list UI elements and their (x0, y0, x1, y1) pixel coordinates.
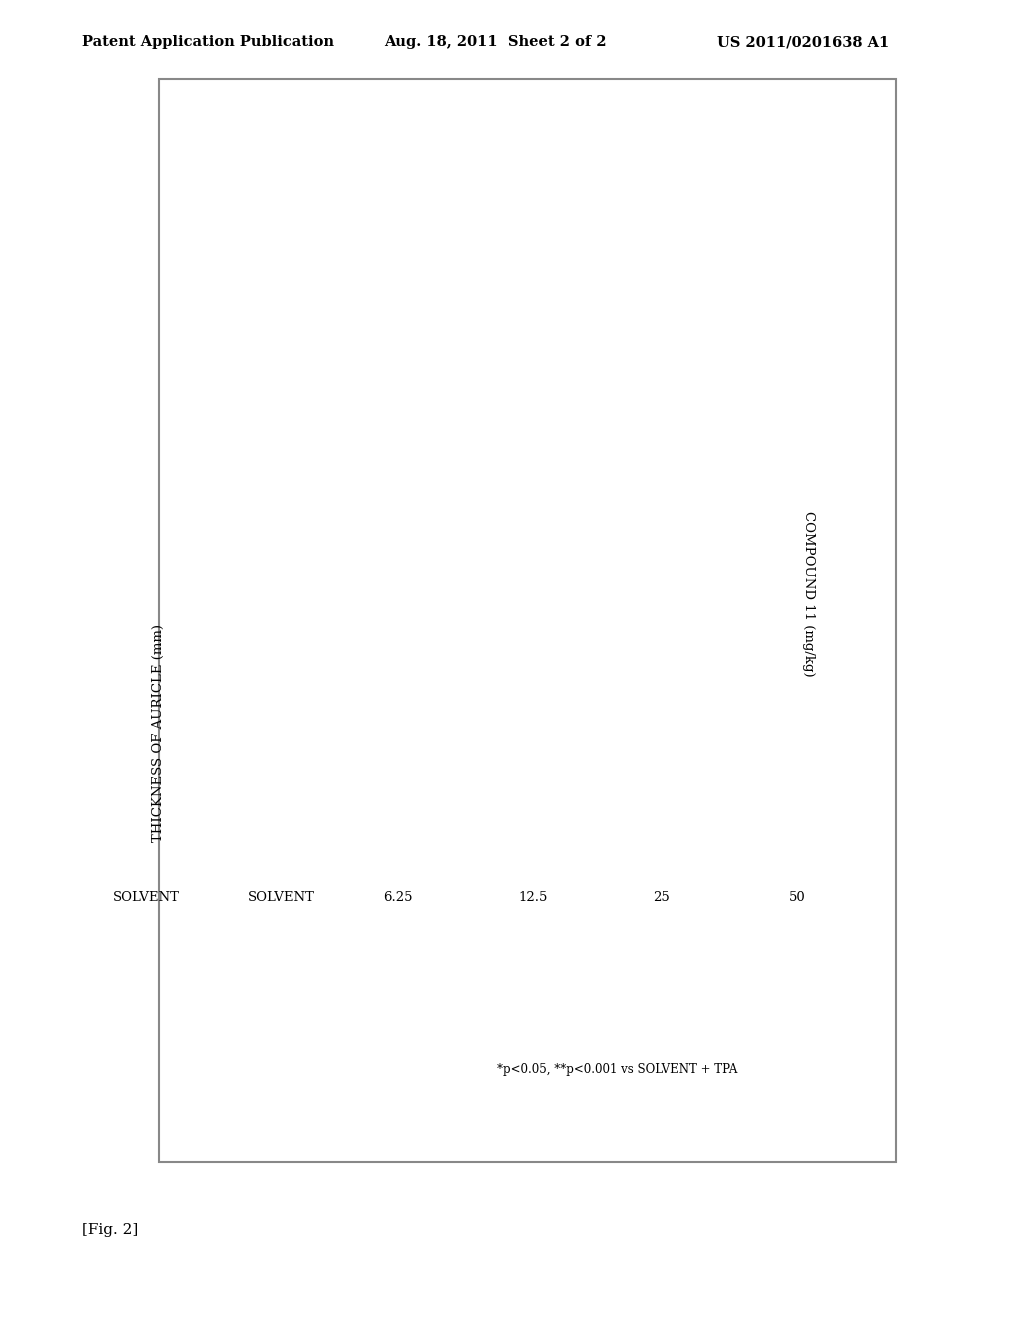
Text: SOLVENT: SOLVENT (248, 891, 314, 904)
Text: −TPA: −TPA (578, 199, 621, 213)
Text: Patent Application Publication: Patent Application Publication (82, 36, 334, 49)
Text: COMPOUND 11 (mg/kg): COMPOUND 11 (mg/kg) (803, 511, 815, 677)
Text: **: ** (526, 500, 539, 513)
Bar (718, 182, 779, 242)
Bar (718, 277, 779, 337)
Text: 25: 25 (653, 891, 670, 904)
Text: 12.5: 12.5 (518, 891, 548, 904)
Bar (225, 768, 616, 855)
Text: Aug. 18, 2011  Sheet 2 of 2: Aug. 18, 2011 Sheet 2 of 2 (384, 36, 606, 49)
Text: **: ** (502, 355, 514, 368)
Text: 50: 50 (788, 891, 805, 904)
Bar (225, 187, 504, 275)
Text: *p<0.05, **p<0.001 vs SOLVENT + TPA: *p<0.05, **p<0.001 vs SOLVENT + TPA (497, 1063, 737, 1076)
Text: **: ** (478, 210, 492, 223)
Text: 6.25: 6.25 (383, 891, 413, 904)
Bar (225, 333, 529, 420)
Text: THICKNESS OF AURICLE (mm): THICKNESS OF AURICLE (mm) (153, 623, 165, 842)
Text: US 2011/0201638 A1: US 2011/0201638 A1 (717, 36, 889, 49)
Text: SOLVENT: SOLVENT (113, 891, 179, 904)
Text: +TPA: +TPA (578, 298, 621, 312)
Text: *: * (565, 645, 571, 659)
FancyBboxPatch shape (558, 158, 804, 356)
Text: [Fig. 2]: [Fig. 2] (82, 1224, 138, 1237)
Bar (225, 478, 557, 565)
Bar (225, 623, 592, 710)
Bar (225, 913, 397, 1001)
